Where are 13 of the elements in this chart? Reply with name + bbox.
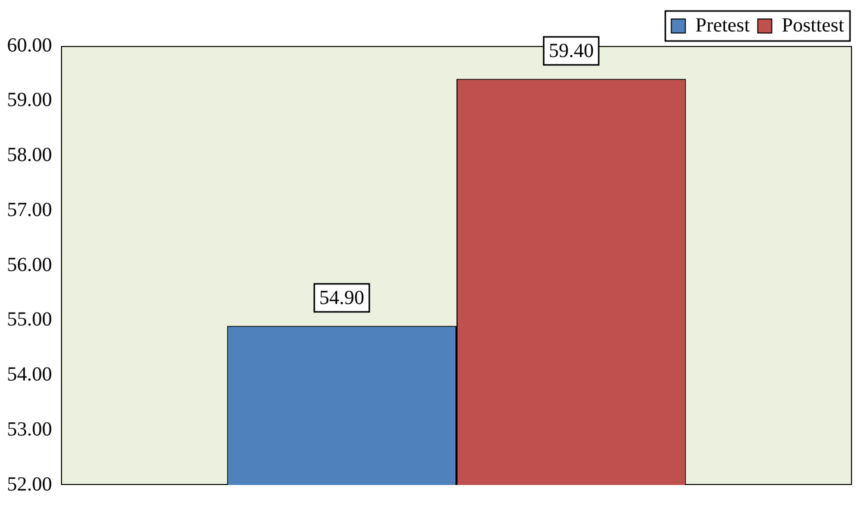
y-tick-label: 60.00 <box>7 34 52 56</box>
y-tick-label: 56.00 <box>7 254 52 276</box>
y-tick-label: 57.00 <box>7 198 52 221</box>
legend-label: Pretest <box>695 14 750 36</box>
y-tick-label: 59.00 <box>7 89 52 112</box>
data-label: 59.40 <box>548 40 594 62</box>
y-tick-label: 55.00 <box>7 308 52 331</box>
y-tick-label: 54.00 <box>7 364 52 386</box>
y-tick-label: 58.00 <box>7 144 52 166</box>
legend-label: Posttest <box>782 14 844 36</box>
y-tick-label: 52.00 <box>7 473 52 496</box>
data-label: 54.90 <box>319 287 364 310</box>
y-tick-label: 53.00 <box>7 418 52 440</box>
